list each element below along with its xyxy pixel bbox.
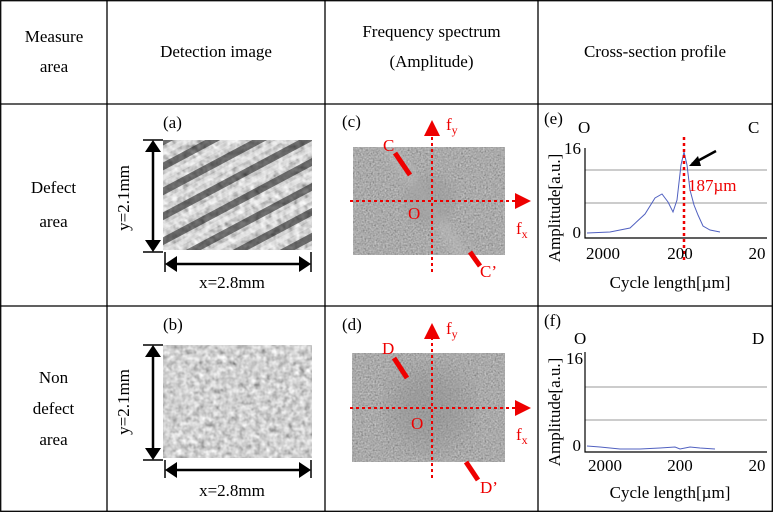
header-cell: Measure area — [24, 27, 84, 76]
y-axis-label: Amplitude[a.u.] — [545, 358, 564, 467]
panel-label: (b) — [163, 315, 183, 334]
section-end: C — [748, 118, 759, 137]
section-start: O — [574, 329, 586, 348]
origin-label: O — [408, 204, 420, 223]
fx-label: fx — [516, 425, 528, 447]
dimension-arrows — [143, 139, 312, 478]
y-axis-label: Amplitude[a.u.] — [545, 154, 564, 263]
panel-label: (d) — [342, 315, 362, 334]
section-start: O — [578, 118, 590, 137]
x-tick-label: 200 — [667, 456, 693, 475]
x-tick-label: 200 — [667, 244, 693, 263]
header-cell: Cross-section profile — [583, 42, 727, 61]
fy-label: fy — [446, 319, 458, 341]
section-end: C’ — [480, 262, 497, 281]
header-cell: Frequency spectrum (Amplitude) — [362, 22, 501, 71]
row-label: Defect area — [30, 178, 77, 231]
y-dimension: y=2.1mm — [114, 369, 133, 435]
section-start: C — [383, 136, 394, 155]
y-dimension: y=2.1mm — [114, 165, 133, 231]
section-start: D — [382, 339, 394, 358]
panel-label: (f) — [544, 311, 561, 330]
panel-label: (e) — [544, 109, 563, 128]
y-tick-label: 16 — [564, 139, 581, 158]
row-label: Non defect area — [32, 368, 75, 449]
fy-label: fy — [446, 115, 458, 137]
header-cell: Detection image — [160, 42, 272, 61]
x-axis-label: Cycle length[µm] — [610, 483, 731, 502]
fx-label: fx — [516, 219, 528, 241]
peak-annotation: 187µm — [688, 176, 737, 195]
section-end: D’ — [480, 478, 498, 497]
section-markers — [391, 151, 483, 482]
panel-label: (c) — [342, 112, 361, 131]
panel-label: (a) — [163, 113, 182, 132]
x-tick-label: 20 — [749, 456, 766, 475]
x-dimension: x=2.8mm — [199, 481, 265, 500]
y-tick-label: 0 — [573, 223, 582, 242]
origin-label: O — [411, 414, 423, 433]
x-axis-label: Cycle length[µm] — [610, 273, 731, 292]
profile-plot — [584, 137, 767, 262]
profile-plot — [584, 352, 767, 453]
section-end: D — [752, 329, 764, 348]
x-dimension: x=2.8mm — [199, 273, 265, 292]
x-tick-label: 2000 — [586, 244, 620, 263]
x-tick-label: 20 — [749, 244, 766, 263]
detection-image — [163, 140, 312, 250]
detection-image — [163, 345, 312, 458]
y-tick-label: 16 — [566, 349, 583, 368]
spectrum-axes — [350, 120, 531, 478]
x-tick-label: 2000 — [588, 456, 622, 475]
y-tick-label: 0 — [573, 436, 582, 455]
